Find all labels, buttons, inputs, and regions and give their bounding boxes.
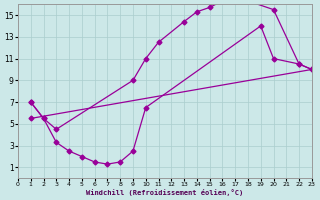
X-axis label: Windchill (Refroidissement éolien,°C): Windchill (Refroidissement éolien,°C) bbox=[86, 189, 244, 196]
